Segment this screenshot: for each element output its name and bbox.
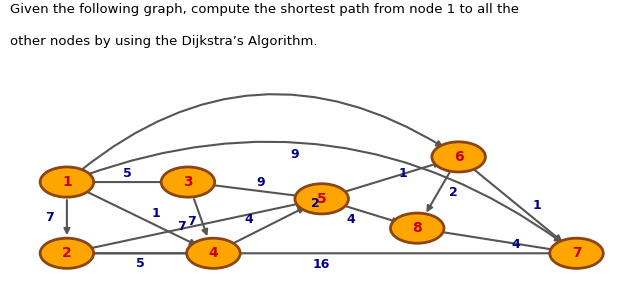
Text: 5: 5	[136, 257, 145, 270]
Text: 8: 8	[412, 221, 422, 235]
Text: Given the following graph, compute the shortest path from node 1 to all the: Given the following graph, compute the s…	[10, 3, 519, 16]
FancyArrowPatch shape	[229, 208, 303, 245]
Text: 4: 4	[208, 246, 218, 260]
Text: 5: 5	[123, 167, 132, 180]
Text: other nodes by using the Dijkstra’s Algorithm.: other nodes by using the Dijkstra’s Algo…	[10, 35, 317, 48]
Text: 2: 2	[311, 196, 320, 210]
Text: 6: 6	[454, 150, 464, 164]
Text: 1: 1	[62, 175, 72, 189]
Ellipse shape	[295, 184, 348, 214]
FancyArrowPatch shape	[438, 230, 559, 251]
FancyArrowPatch shape	[206, 184, 301, 198]
FancyArrowPatch shape	[339, 204, 397, 223]
Ellipse shape	[550, 238, 603, 268]
Ellipse shape	[390, 213, 444, 243]
Text: 5: 5	[317, 192, 327, 206]
Ellipse shape	[40, 238, 94, 268]
Text: 9: 9	[257, 175, 266, 189]
Text: 7: 7	[571, 246, 582, 260]
Text: 2: 2	[62, 246, 72, 260]
Text: 4: 4	[244, 213, 253, 226]
FancyArrowPatch shape	[85, 180, 168, 184]
FancyArrowPatch shape	[339, 162, 439, 194]
Text: 7: 7	[187, 215, 196, 228]
Text: 16: 16	[313, 258, 331, 271]
Text: 2: 2	[450, 186, 458, 199]
Text: 4: 4	[346, 213, 355, 226]
FancyArrowPatch shape	[473, 168, 561, 240]
FancyArrowPatch shape	[194, 199, 207, 234]
Ellipse shape	[161, 167, 215, 197]
Text: 7: 7	[177, 219, 186, 233]
FancyArrowPatch shape	[84, 142, 560, 241]
FancyArrowPatch shape	[81, 94, 441, 171]
Text: 1: 1	[399, 167, 407, 180]
Text: 1: 1	[533, 198, 541, 212]
Ellipse shape	[187, 238, 240, 268]
Text: 9: 9	[290, 148, 299, 161]
Text: 7: 7	[45, 211, 54, 224]
FancyArrowPatch shape	[87, 251, 559, 256]
Text: 3: 3	[183, 175, 193, 189]
FancyArrowPatch shape	[83, 190, 195, 244]
FancyArrowPatch shape	[427, 173, 450, 210]
FancyArrowPatch shape	[64, 200, 69, 233]
Ellipse shape	[40, 167, 94, 197]
FancyArrowPatch shape	[85, 251, 193, 256]
Ellipse shape	[432, 142, 485, 172]
FancyArrowPatch shape	[85, 202, 302, 249]
Text: 1: 1	[152, 207, 161, 220]
Text: 4: 4	[512, 238, 520, 251]
